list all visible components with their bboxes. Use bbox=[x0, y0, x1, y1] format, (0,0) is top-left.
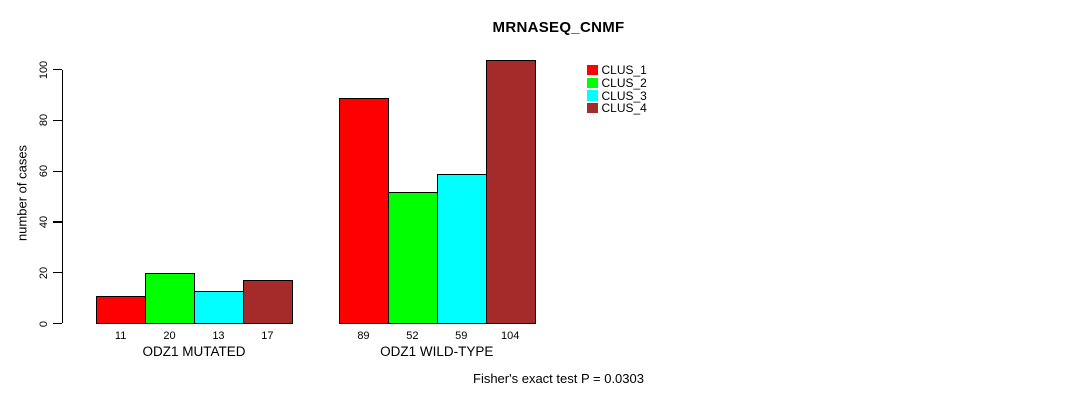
bar-value-label: 52 bbox=[406, 330, 419, 342]
y-axis-tick-label: 0 bbox=[38, 320, 50, 327]
legend-item-clus-4: CLUS_4 bbox=[587, 101, 647, 116]
bar-value-label: 20 bbox=[163, 330, 176, 342]
bar-clus-4 bbox=[242, 280, 293, 325]
y-axis-tick-label: 80 bbox=[38, 114, 50, 127]
legend-label: CLUS_3 bbox=[601, 88, 647, 103]
y-axis-tick bbox=[53, 119, 62, 122]
bar-value-label: 13 bbox=[212, 330, 225, 342]
bar-clus-1 bbox=[96, 295, 147, 325]
legend-item-clus-2: CLUS_2 bbox=[587, 75, 647, 90]
bar-value-label: 89 bbox=[357, 330, 370, 342]
y-axis-tick-label: 60 bbox=[38, 165, 50, 178]
bar-value-label: 59 bbox=[455, 330, 468, 342]
bar-clus-1 bbox=[339, 97, 389, 325]
x-axis-group-label: ODZ1 MUTATED bbox=[142, 344, 246, 359]
legend-item-clus-1: CLUS_1 bbox=[587, 63, 647, 78]
x-axis-group-label: ODZ1 WILD-TYPE bbox=[380, 344, 494, 359]
bar-value-label: 104 bbox=[500, 330, 520, 342]
bar-clus-3 bbox=[194, 290, 244, 325]
y-axis-tick bbox=[53, 170, 62, 172]
y-axis-tick bbox=[53, 221, 62, 223]
legend-item-clus-3: CLUS_3 bbox=[587, 88, 647, 103]
legend-label: CLUS_4 bbox=[601, 101, 647, 116]
legend-label: CLUS_1 bbox=[601, 63, 647, 78]
fisher-test-annotation: Fisher's exact test P = 0.0303 bbox=[473, 371, 644, 386]
y-axis-tick-label: 20 bbox=[38, 266, 50, 279]
y-axis-tick-label: 40 bbox=[38, 215, 50, 229]
legend-swatch-clus-3 bbox=[587, 90, 598, 101]
bar-value-label: 11 bbox=[114, 330, 127, 342]
y-axis-tick bbox=[53, 69, 62, 71]
legend-swatch-clus-4 bbox=[587, 102, 598, 114]
legend-swatch-clus-2 bbox=[587, 77, 598, 89]
bar-clus-3 bbox=[436, 173, 487, 325]
bar-value-label: 17 bbox=[261, 330, 274, 342]
bar-clus-4 bbox=[485, 59, 536, 325]
legend-label: CLUS_2 bbox=[601, 75, 647, 90]
y-axis-tick bbox=[53, 272, 62, 274]
bar-clus-2 bbox=[387, 191, 438, 325]
y-axis-line bbox=[62, 69, 64, 324]
bar-clus-2 bbox=[145, 272, 195, 325]
y-axis-tick-label: 100 bbox=[38, 60, 50, 79]
chart-title: MRNASEQ_CNMF bbox=[492, 19, 625, 36]
legend-swatch-clus-1 bbox=[587, 64, 598, 76]
y-axis-title: number of cases bbox=[14, 144, 30, 242]
y-axis-tick bbox=[53, 322, 62, 325]
